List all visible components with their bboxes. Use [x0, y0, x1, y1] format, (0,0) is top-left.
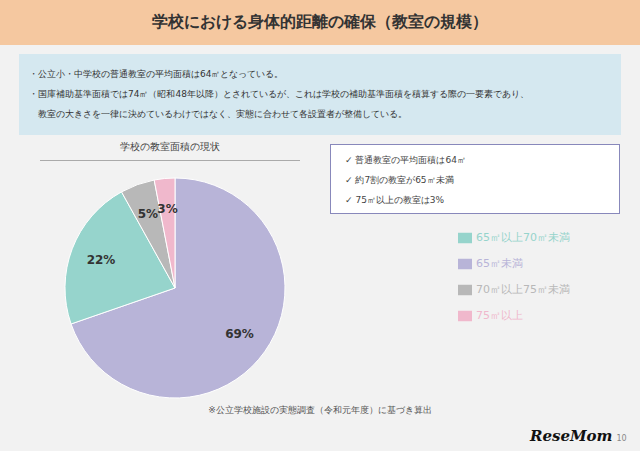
- svg-text:69%: 69%: [225, 327, 254, 341]
- html-text:学校における身体的距離の確保（教室の規模）: 学校における身体的距離の確保（教室の規模）: [152, 12, 488, 31]
- html-text:※公立学校施設の実態調査（令和元年度）に基づき算出: ※公立学校施設の実態調査（令和元年度）に基づき算出: [208, 405, 432, 415]
- html-text:✓ 75㎡以上の教室は3%: ✓ 75㎡以上の教室は3%: [345, 195, 445, 205]
- html-text:✓ 約7割の教室が65㎡未満: ✓ 約7割の教室が65㎡未満: [345, 175, 454, 185]
- html-text:教室の大きさを一律に決めているわけではなく、実態に合わせて各: 教室の大きさを一律に決めているわけではなく、実態に合わせて各設置者が整備している…: [38, 109, 407, 119]
- html-text:・公立小・中学校の普通教室の平均面積は64㎡となっている。: ・公立小・中学校の普通教室の平均面積は64㎡となっている。: [29, 69, 284, 79]
- svg-text:22%: 22%: [87, 253, 116, 267]
- html-text:75㎡以上: 75㎡以上: [476, 309, 523, 322]
- html-text:学校の教室面積の現状: 学校の教室面積の現状: [120, 141, 220, 152]
- svg-text:5%: 5%: [138, 207, 158, 221]
- html-text:ReseMom 10: ReseMom 10: [530, 427, 627, 445]
- html-text:✓ 普通教室の平均面積は64㎡: ✓ 普通教室の平均面積は64㎡: [345, 155, 466, 165]
- html-text:65㎡以上70㎡未満: 65㎡以上70㎡未満: [476, 231, 570, 244]
- html-text:70㎡以上75㎡未満: 70㎡以上75㎡未満: [476, 283, 570, 296]
- html-text:・国庫補助基準面積では74㎡（昭和48年以降）とされているが: ・国庫補助基準面積では74㎡（昭和48年以降）とされているが、これは学校の補助基…: [29, 89, 529, 99]
- svg-text:3%: 3%: [157, 202, 177, 216]
- html-text:65㎡未満: 65㎡未満: [476, 257, 523, 270]
